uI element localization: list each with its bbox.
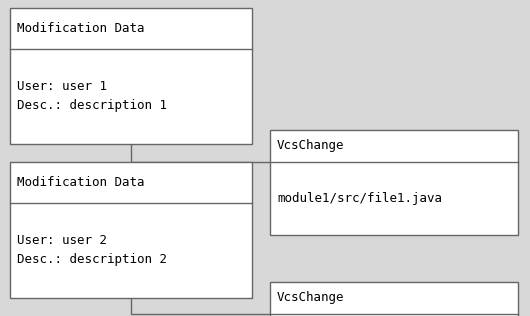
Bar — [270, 130, 518, 235]
Text: VcsChange: VcsChange — [277, 139, 344, 152]
Bar — [10, 162, 252, 298]
Text: module1/src/file1.java: module1/src/file1.java — [277, 192, 442, 205]
Text: User: user 2
Desc.: description 2: User: user 2 Desc.: description 2 — [17, 234, 167, 266]
Text: User: user 1
Desc.: description 1: User: user 1 Desc.: description 1 — [17, 80, 167, 112]
Bar — [270, 282, 518, 316]
Text: Modification Data: Modification Data — [17, 176, 145, 189]
Bar — [10, 8, 252, 144]
Text: Modification Data: Modification Data — [17, 22, 145, 35]
Text: VcsChange: VcsChange — [277, 291, 344, 304]
